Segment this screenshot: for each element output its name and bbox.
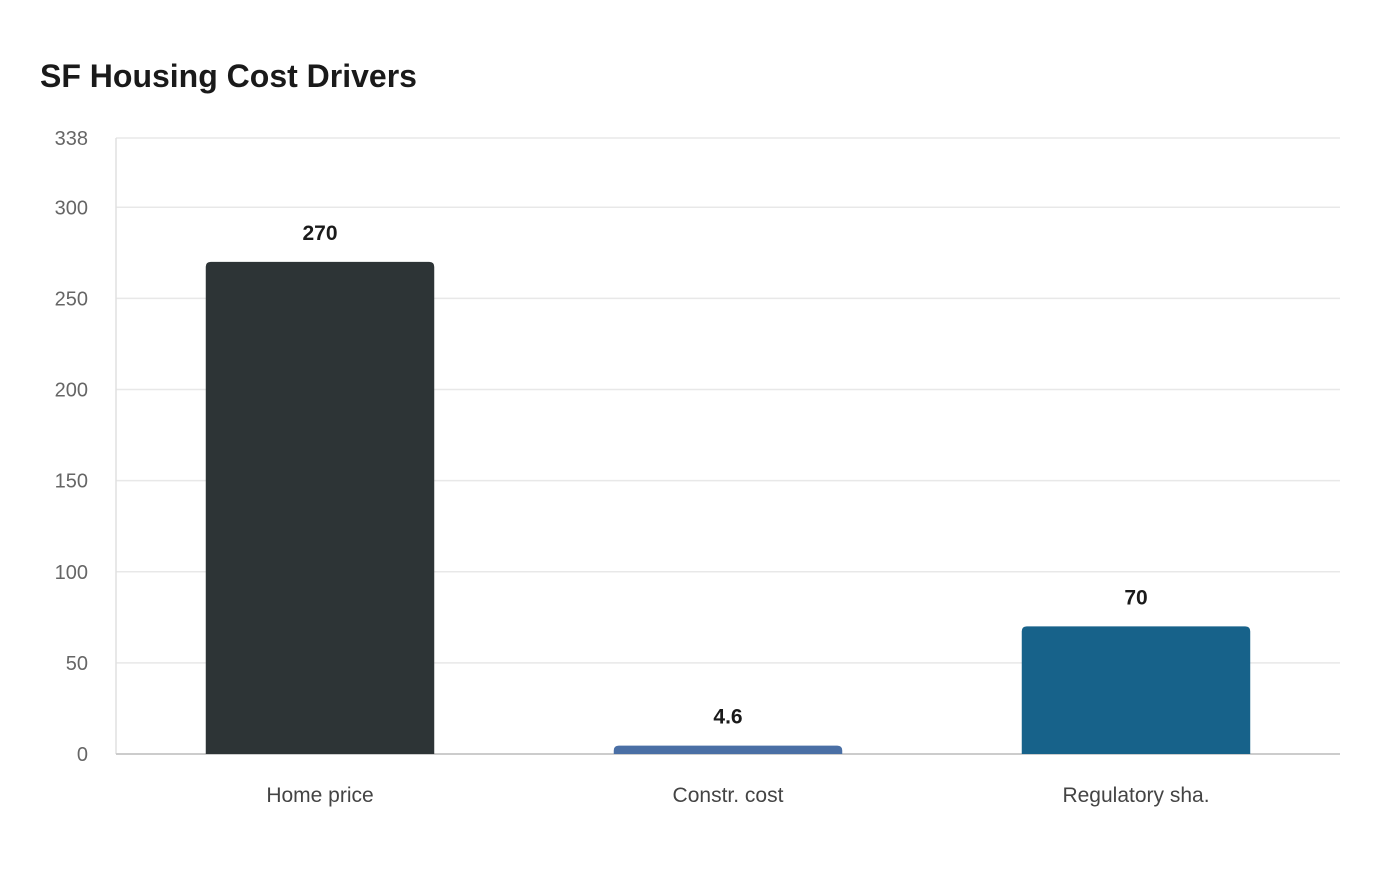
y-tick-label: 300	[55, 197, 88, 219]
y-tick-label: 338	[55, 128, 88, 150]
bar-value-label: 270	[302, 222, 337, 245]
y-tick-label: 150	[55, 471, 88, 493]
bars	[205, 261, 1251, 754]
data-labels: 270 4.6 70	[302, 222, 1147, 729]
y-tick-label: 0	[77, 744, 88, 766]
y-tick-label: 100	[55, 562, 88, 584]
bar-value-label: 70	[1124, 586, 1147, 609]
y-tick-label: 50	[66, 653, 88, 675]
y-axis-ticks: 0 50 100 150 200 250 300 338	[55, 128, 88, 766]
x-axis-categories: Home price Constr. cost Regulatory sha.	[266, 784, 1209, 807]
x-category-label: Regulatory sha.	[1062, 784, 1209, 807]
bar-value-label: 4.6	[713, 706, 742, 729]
bar-0	[205, 261, 435, 754]
x-category-label: Home price	[266, 784, 373, 807]
bar-2	[1021, 626, 1251, 754]
chart-title: SF Housing Cost Drivers	[40, 58, 417, 94]
y-tick-label: 250	[55, 288, 88, 310]
bar-1	[613, 745, 843, 754]
x-category-label: Constr. cost	[673, 784, 784, 807]
y-tick-label: 200	[55, 380, 88, 402]
